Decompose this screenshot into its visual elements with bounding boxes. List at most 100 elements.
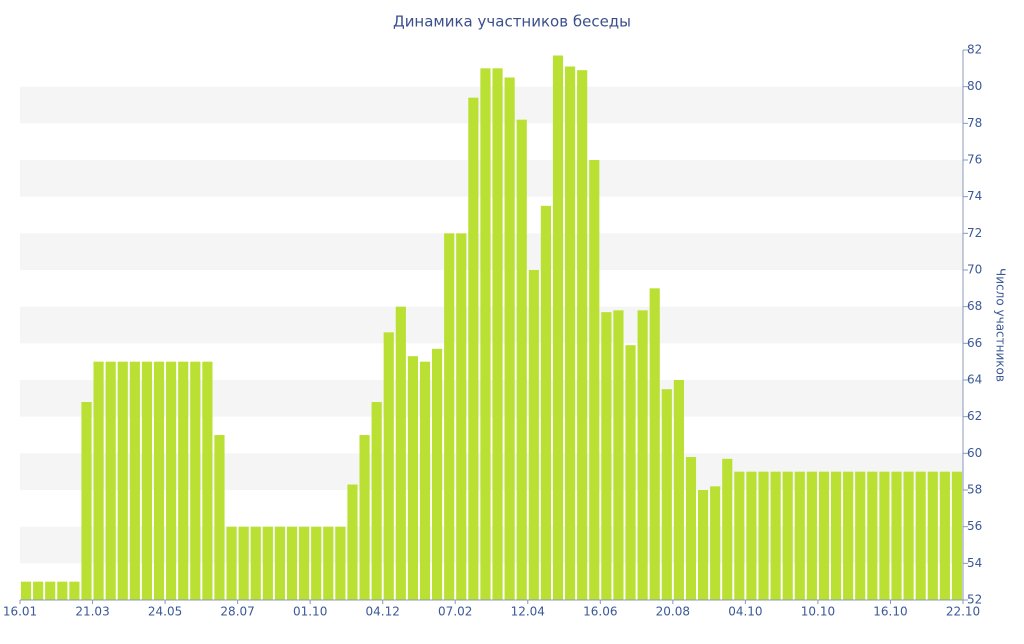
bar — [794, 471, 805, 600]
y-tick-label: 74 — [967, 189, 982, 203]
bar — [456, 233, 467, 601]
bar — [843, 471, 854, 600]
bar — [540, 205, 551, 601]
bar — [407, 356, 418, 600]
grid-band — [20, 306, 963, 344]
y-tick-label: 56 — [967, 519, 982, 533]
x-tick-label: 10.10 — [801, 605, 835, 619]
bar — [649, 288, 660, 600]
bar — [117, 361, 128, 600]
bar — [20, 581, 32, 600]
bar — [528, 270, 539, 600]
x-tick-label: 01.10 — [293, 605, 327, 619]
bar — [782, 471, 793, 600]
bar — [504, 77, 515, 600]
bar — [141, 361, 153, 600]
bar — [661, 389, 672, 600]
bar — [274, 526, 286, 600]
y-tick-label: 60 — [967, 446, 982, 460]
bar — [867, 471, 878, 600]
bar — [770, 471, 781, 600]
chart-title: Динамика участников беседы — [393, 13, 631, 31]
x-tick-label: 04.12 — [366, 605, 400, 619]
bar — [81, 402, 92, 600]
bar — [758, 471, 769, 600]
y-tick-label: 70 — [967, 263, 982, 277]
bar — [395, 306, 406, 600]
x-tick-label: 22.10 — [946, 605, 980, 619]
bar — [190, 361, 201, 600]
bar — [951, 471, 963, 600]
x-tick-label: 24.05 — [148, 605, 182, 619]
grid-band — [20, 453, 963, 490]
grid-band — [20, 233, 963, 270]
bar — [830, 471, 842, 600]
bar — [93, 361, 104, 600]
bar — [565, 66, 576, 600]
bar — [818, 471, 830, 600]
bar — [855, 471, 866, 600]
bar — [129, 361, 140, 600]
bar — [722, 458, 733, 600]
bar — [419, 361, 431, 600]
y-tick-label: 66 — [967, 336, 982, 350]
bar — [480, 68, 491, 601]
bar — [673, 380, 684, 600]
bar — [311, 526, 322, 600]
bar — [697, 490, 709, 600]
bar — [286, 526, 298, 600]
bar — [153, 361, 165, 600]
bar — [710, 486, 721, 600]
grid-band — [20, 86, 963, 124]
bar — [891, 471, 902, 600]
y-tick-label: 64 — [967, 373, 982, 387]
bar — [734, 471, 745, 600]
y-tick-label: 58 — [967, 483, 982, 497]
bar — [927, 471, 938, 600]
bar — [492, 68, 503, 601]
bar — [323, 526, 334, 600]
y-axis-label: Число участников — [994, 268, 1008, 382]
bar — [214, 435, 225, 600]
bar — [613, 310, 624, 600]
bar — [432, 348, 443, 600]
bar — [589, 160, 600, 600]
x-tick-label: 07.02 — [438, 605, 472, 619]
bar — [69, 581, 80, 600]
bar — [383, 332, 394, 600]
bar — [347, 484, 358, 600]
bar — [202, 361, 213, 600]
bar — [516, 119, 527, 601]
y-tick-label: 80 — [967, 79, 982, 93]
bar — [903, 471, 914, 600]
x-tick-label: 04.10 — [728, 605, 762, 619]
x-tick-label: 20.08 — [656, 605, 690, 619]
y-tick-label: 54 — [967, 556, 982, 570]
bar — [178, 361, 189, 600]
bar — [746, 471, 757, 600]
bar — [45, 581, 56, 600]
bar — [468, 97, 479, 601]
bar — [299, 526, 310, 600]
grid-band — [20, 526, 963, 564]
bar — [685, 457, 697, 600]
bar — [238, 526, 249, 600]
y-tick-label: 72 — [967, 226, 982, 240]
bar — [262, 526, 273, 600]
bar — [33, 581, 44, 600]
y-tick-label: 82 — [967, 43, 982, 57]
x-tick-label: 21.03 — [75, 605, 109, 619]
x-tick-label: 16.01 — [3, 605, 37, 619]
bar — [226, 526, 237, 600]
x-tick-label: 16.10 — [873, 605, 907, 619]
bar — [359, 435, 370, 600]
grid-band — [20, 380, 963, 417]
bar — [166, 361, 177, 600]
x-tick-label: 12.04 — [511, 605, 545, 619]
bar — [915, 471, 926, 600]
bar — [371, 402, 382, 600]
bar — [577, 70, 588, 600]
y-tick-label: 62 — [967, 409, 982, 423]
bar — [250, 526, 261, 600]
